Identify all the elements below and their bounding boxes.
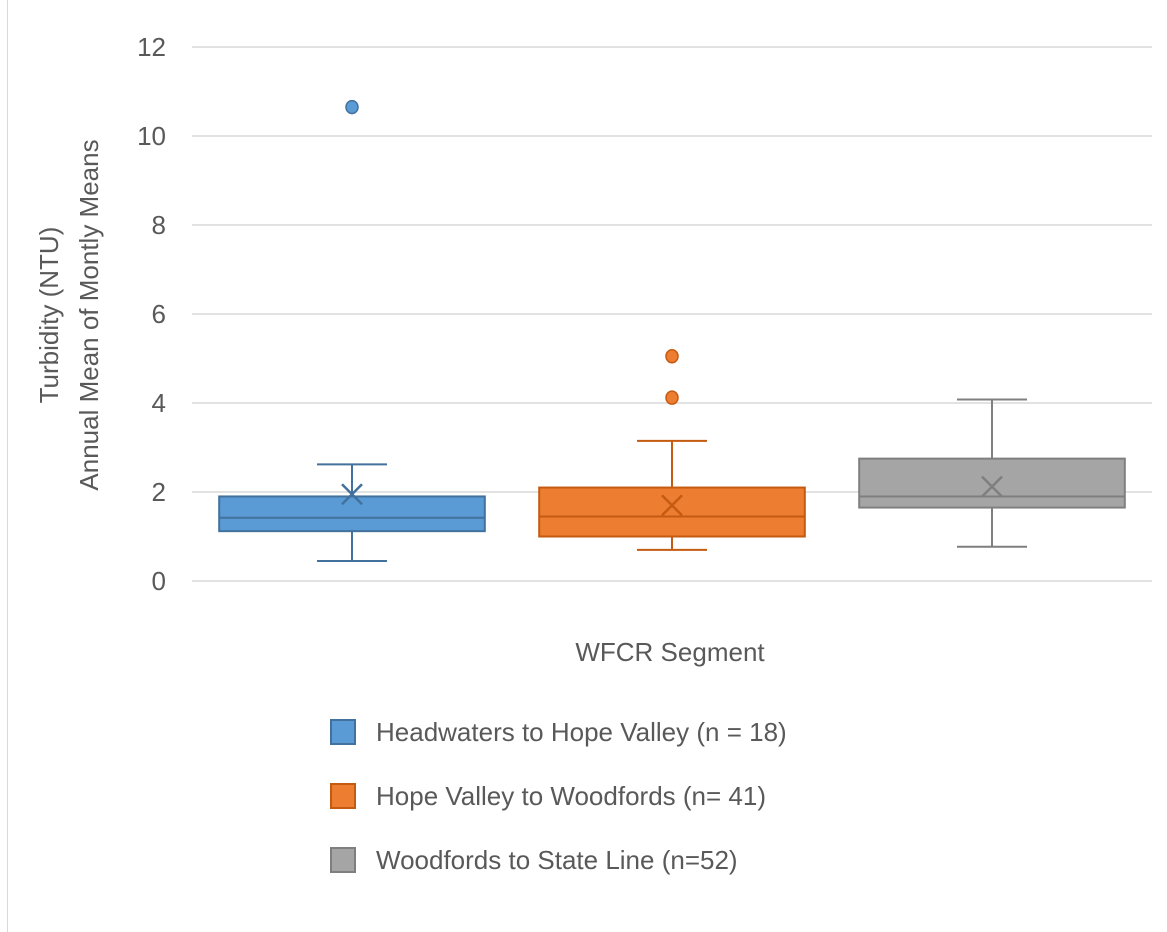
- y-tick-label: 0: [152, 566, 166, 596]
- y-tick-label: 6: [152, 299, 166, 329]
- legend-item-woodfords: Woodfords to State Line (n=52): [330, 840, 787, 880]
- y-tick-label: 2: [152, 477, 166, 507]
- x-axis-title: WFCR Segment: [575, 637, 765, 667]
- mean-marker: [981, 475, 1003, 498]
- mean-marker: [661, 494, 683, 517]
- y-tick-label: 4: [152, 388, 166, 418]
- box-series-2: [858, 398, 1126, 548]
- legend-item-headwaters: Headwaters to Hope Valley (n = 18): [330, 712, 787, 752]
- legend-item-hope-valley: Hope Valley to Woodfords (n= 41): [330, 776, 787, 816]
- legend-swatch-blue: [330, 719, 356, 745]
- y-tick-label: 8: [152, 210, 166, 240]
- mean-marker: [341, 483, 363, 506]
- legend-swatch-gray: [330, 847, 356, 873]
- box-series-0: [218, 99, 486, 562]
- y-axis-title-line1: Turbidity (NTU): [34, 227, 64, 404]
- legend-swatch-orange: [330, 783, 356, 809]
- legend-label: Hope Valley to Woodfords (n= 41): [376, 780, 766, 811]
- box-iqr: [538, 486, 806, 538]
- legend: Headwaters to Hope Valley (n = 18) Hope …: [330, 712, 787, 904]
- legend-label: Headwaters to Hope Valley (n = 18): [376, 716, 787, 747]
- chart-frame: [7, 0, 1167, 932]
- box-series: [218, 99, 1126, 562]
- box-plot-chart: 0 2 4 6 8 10 12 Turbidity (NTU) Annual Mean of…: [34, 32, 1152, 667]
- y-axis-title-line2: Annual Mean of Montly Means: [74, 139, 104, 490]
- y-tick-label: 10: [137, 121, 166, 151]
- y-axis-ticks: 0 2 4 6 8 10 12: [137, 32, 166, 596]
- box-series-1: [538, 349, 806, 551]
- y-tick-label: 12: [137, 32, 166, 62]
- box-iqr: [858, 457, 1126, 509]
- legend-label: Woodfords to State Line (n=52): [376, 844, 738, 875]
- outlier-point: [345, 99, 359, 115]
- outlier-point: [665, 390, 679, 405]
- box-iqr: [218, 495, 486, 533]
- outlier-point: [665, 349, 679, 364]
